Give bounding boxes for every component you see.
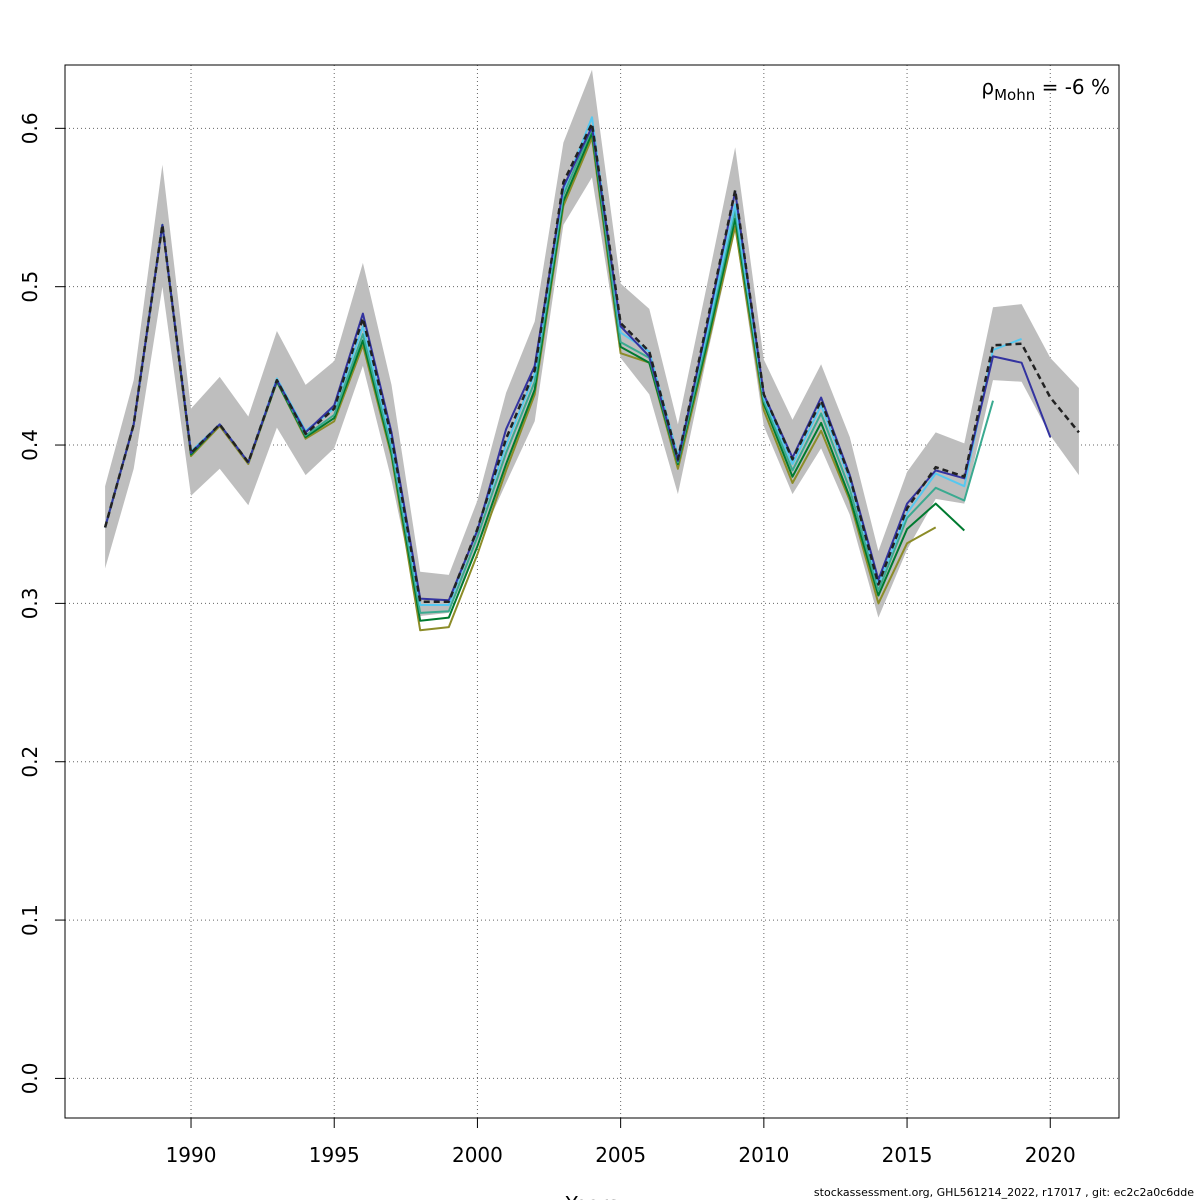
y-tick-label: 0.3 (18, 587, 42, 619)
mohn-rho-value: = -6 % (1035, 75, 1110, 99)
y-tick-label: 0.2 (18, 746, 42, 778)
grid-lines (65, 65, 1119, 1118)
series-layer (103, 116, 1080, 632)
x-tick-label: 1995 (309, 1143, 360, 1167)
x-tick-label: 2020 (1025, 1143, 1076, 1167)
y-tick-label: 0.1 (18, 904, 42, 936)
mohn-rho-symbol: ρ (981, 75, 994, 99)
x-axis-title: Years (565, 1192, 619, 1200)
series-line-0 (103, 122, 1080, 604)
confidence-band (105, 69, 1079, 618)
axes: 1990 1995 2000 2005 2010 2015 2020 0.0 0.1 0.2 0.3… (18, 112, 1076, 1167)
y-tick-label: 0.5 (18, 271, 42, 303)
x-tick-label: 2015 (882, 1143, 933, 1167)
mohn-rho-annotation: ρMohn = -6 % (981, 75, 1110, 104)
confidence-band-layer (105, 69, 1079, 618)
x-tick-label: 2005 (595, 1143, 646, 1167)
mohn-rho-subscript: Mohn (994, 86, 1035, 104)
x-tick-label: 2010 (738, 1143, 789, 1167)
footer-source-text: stockassessment.org, GHL561214_2022, r17… (813, 1186, 1194, 1199)
x-tick-label: 1990 (166, 1143, 217, 1167)
y-tick-label: 0.0 (18, 1062, 42, 1094)
y-tick-label: 0.6 (18, 112, 42, 144)
x-tick-label: 2000 (452, 1143, 503, 1167)
plot-frame (64, 64, 1120, 1119)
y-tick-label: 0.4 (18, 429, 42, 461)
series-line-1 (104, 125, 1052, 602)
